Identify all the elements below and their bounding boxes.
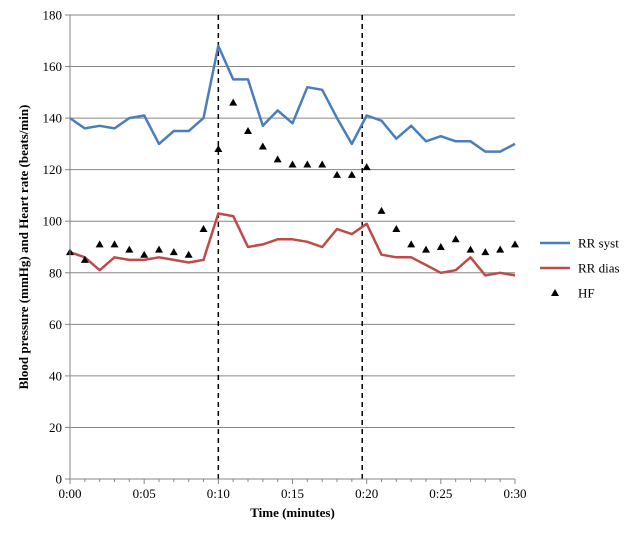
axes xyxy=(65,14,516,484)
hf-point xyxy=(362,163,371,171)
hf-point xyxy=(244,127,252,134)
hf-point xyxy=(184,250,193,258)
reference-lines xyxy=(217,15,363,479)
y-tick-label: 120 xyxy=(43,162,63,177)
series-line xyxy=(69,212,516,277)
x-tick-label: 0:00 xyxy=(58,486,81,501)
y-tick-label: 160 xyxy=(43,59,63,74)
x-tick-label: 0:10 xyxy=(207,486,230,501)
hf-point xyxy=(229,98,238,106)
y-axis-title: Blood pressure (mmHg) and Heart rate (be… xyxy=(16,105,31,390)
hf-point xyxy=(199,224,208,232)
hf-point xyxy=(155,245,163,253)
hf-point xyxy=(333,170,341,178)
series-line xyxy=(69,44,516,153)
y-tick-label: 60 xyxy=(49,317,62,332)
y-tick-label: 180 xyxy=(43,8,63,23)
hf-point xyxy=(80,255,89,263)
y-tick-label: 40 xyxy=(49,368,62,383)
y-tick-label: 80 xyxy=(49,265,62,280)
gridlines xyxy=(70,14,515,428)
legend-label: RR syst xyxy=(578,236,619,251)
hf-point xyxy=(110,240,119,248)
hf-point xyxy=(496,245,505,253)
series-group xyxy=(66,44,519,277)
hf-point xyxy=(511,240,519,248)
hf-point xyxy=(273,155,282,163)
legend-label: HF xyxy=(578,286,595,301)
x-tick-label: 0:20 xyxy=(355,486,378,501)
y-tick-label: 20 xyxy=(49,420,62,435)
x-axis-title: Time (minutes) xyxy=(250,505,335,520)
y-tick-label: 140 xyxy=(43,111,63,126)
hf-point xyxy=(481,248,490,256)
x-tick-label: 0:05 xyxy=(133,486,156,501)
hf-point xyxy=(288,160,297,168)
hf-point xyxy=(169,248,178,256)
hf-point xyxy=(125,245,134,253)
hf-point xyxy=(466,245,475,253)
hf-point xyxy=(214,145,223,153)
x-tick-label: 0:15 xyxy=(281,486,304,501)
hf-point xyxy=(140,250,149,258)
y-tick-label: 0 xyxy=(56,472,63,487)
legend-label: RR dias xyxy=(578,261,620,276)
hf-point xyxy=(318,160,327,168)
hf-point xyxy=(451,235,460,243)
y-tick-label: 100 xyxy=(43,214,63,229)
hf-point xyxy=(407,240,416,248)
legend: RR syst RR dias HF xyxy=(540,236,620,301)
hf-point xyxy=(392,224,401,232)
legend-swatch xyxy=(551,289,559,296)
hf-point xyxy=(422,245,430,253)
hf-point xyxy=(258,142,267,150)
hf-point xyxy=(347,170,356,178)
tick-labels: 0 20 40 60 80 100 120 140 160 180 0:00 0:05 0:10 0:15… xyxy=(43,8,527,502)
hf-point xyxy=(377,206,386,214)
x-tick-label: 0:30 xyxy=(503,486,526,501)
hf-point xyxy=(436,243,445,250)
hf-point xyxy=(95,240,104,248)
x-tick-label: 0:25 xyxy=(429,486,452,501)
hf-point xyxy=(303,160,312,168)
